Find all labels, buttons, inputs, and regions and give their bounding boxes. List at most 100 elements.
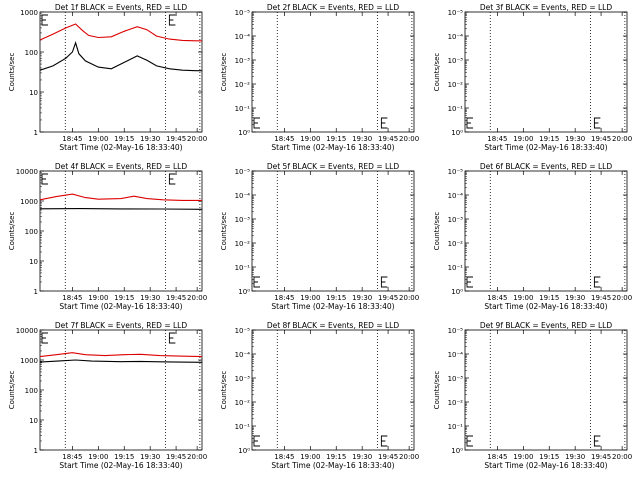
chart-3f-frame [464, 11, 628, 133]
chart-1f-series-0 [39, 23, 202, 42]
chart-6f-xtick-label: 19:15 [539, 294, 559, 302]
chart-9f: Det 9f BLACK = Events, RED = LLD 10⁰ 10⁻¹ 1… [433, 321, 632, 470]
chart-9f-xtick-label: 19:15 [539, 453, 559, 461]
chart-1f-xlabel: Start Time (02-May-16 18:33:40) [59, 143, 182, 152]
chart-3f-ytick-label: 10⁻³ [448, 57, 464, 65]
chart-9f-title: Det 9f BLACK = Events, RED = LLD [480, 321, 613, 330]
chart-8f-xtick-label: 20:00 [399, 453, 419, 461]
chart-8f-xtick-label: 19:30 [352, 453, 372, 461]
chart-9f-ytick-label: 10⁻¹ [448, 423, 464, 431]
chart-7f-ytick-label: 10000 [16, 327, 38, 335]
chart-9f-ytick-label: 10⁻⁴ [448, 351, 464, 359]
chart-6f-ytick-label: 10⁰ [451, 288, 463, 296]
chart-4f-bracket-mark [168, 173, 176, 185]
chart-7f-xtick-label: 19:00 [88, 453, 108, 461]
chart-5f: Det 5f BLACK = Events, RED = LLD 10⁰ 10⁻¹ 1… [220, 162, 419, 311]
chart-8f-title: Det 8f BLACK = Events, RED = LLD [267, 321, 400, 330]
chart-2f-ytick-label: 10⁰ [238, 129, 250, 137]
chart-8f-xtick-label: 19:45 [378, 453, 398, 461]
chart-3f-bracket-mark [466, 117, 473, 129]
chart-9f-xtick-label: 19:30 [565, 453, 585, 461]
chart-3f-xtick-label: 19:45 [591, 135, 611, 143]
chart-4f-ytick-label: 10000 [16, 168, 38, 176]
chart-4f: Det 4f BLACK = Events, RED = LLD 1 10 100 10… [8, 162, 207, 311]
chart-8f-xtick-label: 19:00 [300, 453, 320, 461]
chart-2f-bracket-mark [253, 117, 260, 129]
chart-3f-ytick-label: 10⁻² [448, 81, 464, 89]
chart-8f-xtick-label: 19:15 [326, 453, 346, 461]
chart-4f-ylabel: Counts/sec [8, 212, 16, 251]
chart-7f-series-0 [39, 352, 203, 358]
chart-7f-ytick-label: 1000 [20, 357, 38, 365]
chart-5f-xlabel: Start Time (02-May-16 18:33:40) [271, 302, 394, 311]
chart-5f-frame [251, 170, 415, 292]
chart-1f-xtick-label: 18:45 [62, 135, 82, 143]
chart-2f-xlabel: Start Time (02-May-16 18:33:40) [271, 143, 394, 152]
chart-1f-xtick-label: 19:15 [114, 135, 134, 143]
chart-9f-ytick-label: 10⁻⁵ [448, 327, 464, 335]
chart-6f-bracket-mark [466, 276, 473, 288]
chart-2f-ytick-label: 10⁻⁴ [235, 33, 251, 41]
chart-2f-xtick-label: 19:15 [326, 135, 346, 143]
chart-1f-title: Det 1f BLACK = Events, RED = LLD [55, 3, 188, 12]
chart-1f-series-1 [39, 41, 202, 72]
chart-2f-ylabel: Counts/sec [220, 53, 228, 92]
chart-6f-frame [464, 170, 628, 292]
chart-2f-xtick-label: 20:00 [399, 135, 419, 143]
chart-9f-xtick-label: 19:45 [591, 453, 611, 461]
chart-6f: Det 6f BLACK = Events, RED = LLD 10⁰ 10⁻¹ 1… [433, 162, 632, 311]
chart-9f-ytick-label: 10⁻³ [448, 375, 464, 383]
chart-3f-ytick-label: 10⁻⁴ [448, 33, 464, 41]
chart-7f-ytick-label: 10 [29, 417, 38, 425]
chart-3f-xtick-label: 19:15 [539, 135, 559, 143]
chart-8f-ytick-label: 10⁻⁵ [235, 327, 251, 335]
chart-2f-ytick-label: 10⁻¹ [235, 105, 251, 113]
chart-7f-ytick-label: 1 [34, 447, 38, 455]
chart-4f-ytick-label: 100 [25, 228, 38, 236]
chart-3f-xtick-label: 20:00 [612, 135, 632, 143]
chart-8f-ytick-label: 10⁻³ [235, 375, 251, 383]
chart-2f-ytick-label: 10⁻³ [235, 57, 251, 65]
chart-6f-ytick-label: 10⁻¹ [448, 264, 464, 272]
chart-4f-xtick-label: 19:00 [88, 294, 108, 302]
chart-5f-ylabel: Counts/sec [220, 212, 228, 251]
chart-1f-ytick-label: 1000 [20, 9, 38, 17]
chart-1f-xtick-label: 20:00 [187, 135, 207, 143]
chart-7f-bracket-mark [41, 332, 48, 344]
chart-4f-bracket-mark [41, 173, 48, 185]
chart-5f-ytick-label: 10⁰ [238, 288, 250, 296]
chart-7f-xtick-label: 19:45 [166, 453, 186, 461]
chart-2f-bracket-mark [380, 117, 388, 129]
chart-8f-ylabel: Counts/sec [220, 371, 228, 410]
chart-5f-ytick-label: 10⁻² [235, 240, 251, 248]
chart-1f-xtick-label: 19:30 [140, 135, 160, 143]
chart-6f-ylabel: Counts/sec [433, 212, 441, 251]
chart-7f-xtick-label: 19:30 [140, 453, 160, 461]
chart-3f-ytick-label: 10⁰ [451, 129, 463, 137]
chart-4f-xtick-label: 19:30 [140, 294, 160, 302]
chart-9f-xtick-label: 19:00 [513, 453, 533, 461]
chart-7f: Det 7f BLACK = Events, RED = LLD 1 10 100 10… [8, 321, 207, 470]
chart-5f-ytick-label: 10⁻³ [235, 216, 251, 224]
chart-4f-frame [39, 170, 203, 292]
chart-9f-ylabel: Counts/sec [433, 371, 441, 410]
chart-4f-xtick-label: 18:45 [62, 294, 82, 302]
chart-5f-xtick-label: 18:45 [274, 294, 294, 302]
chart-9f-frame [464, 329, 628, 451]
chart-5f-xtick-label: 19:15 [326, 294, 346, 302]
chart-4f-ytick-label: 1 [34, 288, 38, 296]
chart-4f-xtick-label: 20:00 [187, 294, 207, 302]
chart-5f-xtick-label: 20:00 [399, 294, 419, 302]
chart-9f-ytick-label: 10⁰ [451, 447, 463, 455]
chart-3f-xtick-label: 19:30 [565, 135, 585, 143]
chart-1f-xtick-label: 19:00 [88, 135, 108, 143]
chart-5f-xtick-label: 19:45 [378, 294, 398, 302]
chart-9f-bracket-mark [466, 435, 473, 447]
chart-2f-xtick-label: 19:00 [300, 135, 320, 143]
chart-3f-ylabel: Counts/sec [433, 53, 441, 92]
chart-6f-xtick-label: 19:45 [591, 294, 611, 302]
chart-8f-ytick-label: 10⁻¹ [235, 423, 251, 431]
chart-2f-xtick-label: 19:30 [352, 135, 372, 143]
chart-6f-ytick-label: 10⁻⁵ [448, 168, 464, 176]
